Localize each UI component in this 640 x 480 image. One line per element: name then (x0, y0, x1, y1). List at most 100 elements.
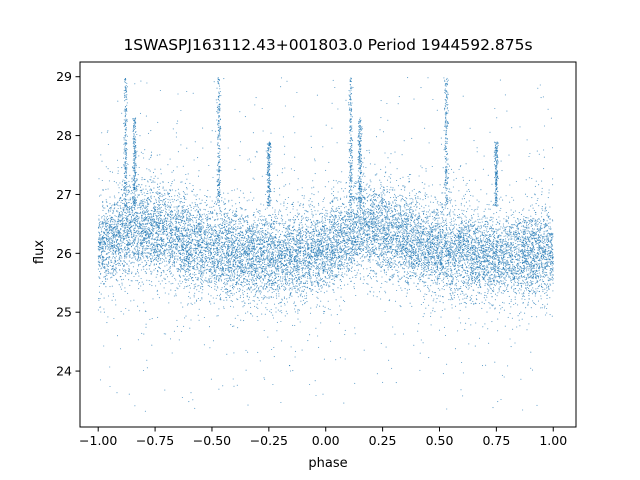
data-point-723 (157, 211, 159, 213)
data-point-3492 (311, 211, 313, 213)
data-point-4468 (519, 256, 521, 258)
data-point-4300 (383, 189, 386, 192)
data-point-1833 (471, 264, 473, 266)
data-point-315 (244, 116, 246, 118)
data-point-3395 (206, 214, 208, 216)
data-point-1313 (322, 233, 324, 235)
data-point-1614 (196, 265, 198, 267)
data-point-1415 (127, 221, 129, 223)
data-point-4984 (522, 236, 524, 238)
data-point-1446 (395, 202, 397, 204)
data-point-686 (318, 275, 320, 278)
data-point-2274 (161, 243, 163, 245)
data-point-2799 (153, 247, 155, 249)
data-point-3296 (394, 193, 396, 195)
data-point-3755 (500, 308, 502, 310)
data-point-1376 (182, 214, 184, 216)
data-point-4563 (218, 308, 220, 310)
data-point-459 (442, 259, 444, 261)
data-point-445 (109, 215, 111, 217)
data-point-1304 (449, 288, 451, 290)
data-point-573 (157, 253, 159, 255)
data-point-3169 (351, 254, 353, 256)
data-point-45 (153, 211, 155, 213)
data-point-1217 (396, 224, 398, 226)
data-point-3674 (188, 224, 190, 226)
data-point-4605 (530, 283, 532, 285)
data-point-852 (360, 245, 362, 247)
data-point-2480 (97, 268, 99, 270)
data-point-1410 (253, 288, 255, 291)
data-point-4700 (253, 300, 255, 302)
data-point-3834 (318, 222, 320, 224)
data-point-3846 (115, 244, 117, 246)
data-point-847 (242, 243, 244, 245)
data-point-1319 (219, 213, 221, 215)
data-point-4504 (523, 238, 526, 240)
data-point-1481 (230, 275, 232, 277)
data-point-682 (552, 261, 554, 263)
data-point-4081 (167, 238, 169, 240)
data-point-4618 (294, 156, 296, 158)
data-point-1622 (541, 249, 543, 251)
data-point-1029 (240, 227, 242, 229)
data-point-4413 (477, 252, 479, 254)
data-point-796 (299, 245, 301, 247)
data-point-4427 (223, 271, 225, 273)
data-point-4135 (220, 170, 222, 172)
data-point-1842 (349, 262, 351, 264)
data-point-3549 (417, 224, 419, 226)
data-point-2959 (546, 230, 548, 232)
data-point-4212 (344, 231, 346, 233)
data-point-4696 (281, 231, 283, 233)
data-point-2456 (259, 360, 261, 362)
data-point-93 (322, 248, 324, 250)
data-point-1970 (413, 272, 416, 274)
data-point-1988 (551, 232, 553, 234)
data-point-3820 (530, 284, 532, 286)
data-point-148 (107, 316, 109, 318)
data-point-3317 (246, 283, 248, 285)
data-point-714 (537, 223, 539, 225)
data-point-3619 (428, 290, 430, 292)
data-point-2559 (204, 267, 206, 269)
data-point-0 (340, 288, 342, 290)
data-point-4680 (245, 260, 247, 262)
data-point-4627 (375, 174, 377, 176)
data-point-80 (362, 223, 364, 225)
data-point-2654 (369, 272, 371, 275)
data-point-2051 (141, 332, 143, 334)
data-point-4342 (170, 272, 173, 274)
data-point-1817 (460, 216, 462, 218)
data-point-1199 (190, 209, 192, 211)
data-point-1154 (388, 210, 390, 213)
data-point-3234 (294, 268, 296, 270)
data-point-1094 (115, 223, 117, 225)
data-point-4930 (393, 262, 395, 264)
data-point-2939 (298, 267, 300, 269)
data-point-1559 (500, 240, 502, 242)
data-point-1706 (449, 283, 451, 285)
data-point-957 (413, 188, 415, 190)
data-point-1661 (427, 243, 429, 245)
data-point-879 (415, 233, 417, 235)
data-point-2413 (294, 214, 296, 217)
data-point-3313 (370, 226, 372, 228)
data-point-645 (339, 266, 341, 268)
data-point-4351 (492, 283, 494, 285)
data-point-3162 (185, 268, 188, 271)
data-point-2914 (182, 222, 185, 225)
data-point-619 (351, 248, 353, 250)
data-point-1295 (341, 256, 343, 258)
data-point-1364 (301, 215, 303, 217)
data-point-3151 (273, 284, 275, 286)
data-point-2791 (502, 227, 504, 229)
data-point-3041 (486, 282, 488, 284)
data-point-132 (375, 247, 377, 249)
data-point-2675 (524, 193, 527, 195)
data-point-3114 (525, 278, 527, 280)
data-point-4901 (490, 280, 492, 282)
data-point-4190 (362, 174, 364, 176)
data-point-1266 (99, 221, 101, 223)
data-point-3577 (550, 284, 552, 286)
